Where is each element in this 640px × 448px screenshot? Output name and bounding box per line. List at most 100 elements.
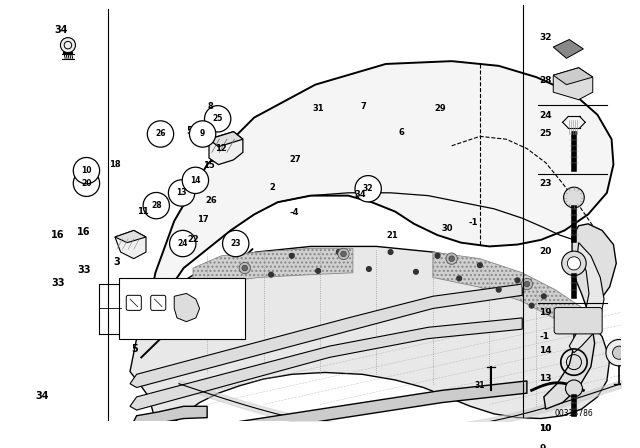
Text: 28: 28 xyxy=(539,76,552,85)
Text: 2: 2 xyxy=(269,183,275,192)
Text: 26: 26 xyxy=(206,196,218,205)
Polygon shape xyxy=(553,39,583,58)
FancyBboxPatch shape xyxy=(119,278,244,339)
Circle shape xyxy=(477,263,483,267)
Polygon shape xyxy=(174,293,200,322)
Circle shape xyxy=(170,230,196,257)
Text: 19: 19 xyxy=(539,308,552,317)
Circle shape xyxy=(367,267,371,271)
Text: -1: -1 xyxy=(539,332,549,340)
Circle shape xyxy=(189,121,216,147)
Circle shape xyxy=(562,251,586,276)
Circle shape xyxy=(73,158,100,184)
Text: 14: 14 xyxy=(190,176,201,185)
Circle shape xyxy=(239,263,250,274)
Circle shape xyxy=(205,106,231,132)
Text: 31: 31 xyxy=(313,104,324,113)
Text: 8: 8 xyxy=(207,102,213,111)
Circle shape xyxy=(529,303,534,308)
Polygon shape xyxy=(433,252,583,334)
Polygon shape xyxy=(553,68,593,100)
Text: 28: 28 xyxy=(151,201,161,210)
Circle shape xyxy=(413,269,419,274)
Text: 31: 31 xyxy=(475,381,485,390)
Text: 29: 29 xyxy=(435,104,446,113)
Text: 14: 14 xyxy=(539,346,552,355)
Circle shape xyxy=(568,257,580,270)
Polygon shape xyxy=(553,68,593,85)
Text: 12: 12 xyxy=(215,144,227,153)
Polygon shape xyxy=(193,248,353,293)
Text: 34: 34 xyxy=(55,25,68,35)
Text: 33: 33 xyxy=(51,278,65,288)
Polygon shape xyxy=(115,230,146,258)
Text: 32: 32 xyxy=(539,33,552,42)
Polygon shape xyxy=(130,318,522,410)
Circle shape xyxy=(338,248,349,259)
Circle shape xyxy=(435,254,440,258)
Text: 33: 33 xyxy=(77,265,91,275)
Text: 27: 27 xyxy=(289,155,301,164)
Circle shape xyxy=(566,380,582,397)
Circle shape xyxy=(182,167,209,194)
Circle shape xyxy=(521,278,532,290)
Circle shape xyxy=(337,250,341,254)
Text: 7: 7 xyxy=(360,102,366,111)
Circle shape xyxy=(606,340,632,366)
Circle shape xyxy=(612,346,626,359)
Text: 16: 16 xyxy=(77,227,91,237)
Circle shape xyxy=(223,230,249,257)
Text: -4: -4 xyxy=(290,208,300,217)
Text: 11: 11 xyxy=(136,207,148,216)
Text: 9: 9 xyxy=(200,129,205,138)
Circle shape xyxy=(243,263,247,267)
Polygon shape xyxy=(130,246,610,437)
Text: 23: 23 xyxy=(230,239,241,248)
Text: 25: 25 xyxy=(212,114,223,123)
Circle shape xyxy=(515,278,520,283)
Polygon shape xyxy=(115,230,146,243)
Text: 34: 34 xyxy=(35,391,49,401)
Circle shape xyxy=(564,187,584,208)
Text: 26: 26 xyxy=(156,129,166,138)
Text: 20: 20 xyxy=(539,247,552,256)
Circle shape xyxy=(269,272,273,277)
FancyBboxPatch shape xyxy=(631,373,640,404)
Polygon shape xyxy=(544,224,616,409)
Text: 21: 21 xyxy=(387,231,398,240)
Polygon shape xyxy=(209,132,243,164)
Text: 10: 10 xyxy=(539,424,552,433)
Text: 18: 18 xyxy=(109,160,121,169)
Text: 16: 16 xyxy=(51,230,65,240)
Text: 13: 13 xyxy=(176,189,187,198)
Text: 30: 30 xyxy=(442,224,453,233)
Text: 34: 34 xyxy=(355,190,366,199)
Circle shape xyxy=(449,256,454,262)
Circle shape xyxy=(168,180,195,206)
Circle shape xyxy=(446,253,458,264)
Text: 3: 3 xyxy=(172,241,178,251)
Text: 6: 6 xyxy=(398,128,404,137)
Text: 10: 10 xyxy=(539,424,552,433)
Polygon shape xyxy=(130,381,527,446)
Circle shape xyxy=(541,294,546,299)
Text: 25: 25 xyxy=(539,129,552,138)
Text: -1: -1 xyxy=(468,218,478,227)
Text: 20: 20 xyxy=(81,179,92,188)
Circle shape xyxy=(497,287,501,292)
Circle shape xyxy=(143,193,170,219)
Text: 24: 24 xyxy=(539,111,552,120)
Polygon shape xyxy=(141,61,614,358)
Circle shape xyxy=(242,265,248,271)
Circle shape xyxy=(355,176,381,202)
Text: 10: 10 xyxy=(81,166,92,175)
Circle shape xyxy=(560,313,565,318)
Text: 13: 13 xyxy=(539,374,552,383)
Circle shape xyxy=(147,121,173,147)
Text: 17: 17 xyxy=(197,215,209,224)
Text: 5: 5 xyxy=(131,344,138,354)
Text: 23: 23 xyxy=(539,179,552,188)
Circle shape xyxy=(60,38,76,53)
Circle shape xyxy=(316,268,321,273)
Text: 5: 5 xyxy=(186,125,193,136)
